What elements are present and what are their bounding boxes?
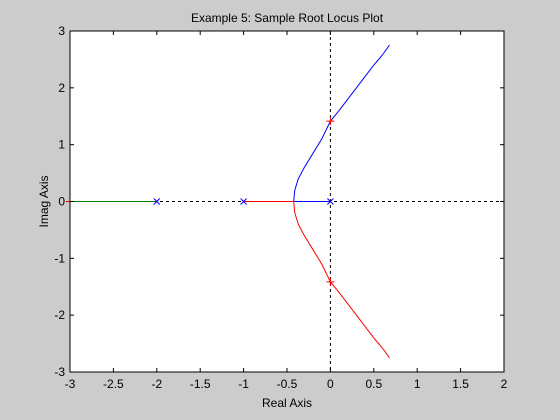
x-tick-label: 0.5 — [365, 377, 382, 391]
locus-branch-1 — [293, 44, 390, 202]
crossing-marker-2 — [326, 277, 335, 286]
x-tick-label: 1.5 — [452, 377, 469, 391]
y-tick-label: 3 — [58, 24, 65, 38]
y-tick-label: -3 — [54, 365, 65, 379]
x-tick-label: 1 — [414, 377, 421, 391]
x-tick-label: -1.5 — [190, 377, 211, 391]
y-axis-label: Imag Axis — [37, 175, 51, 227]
x-tick-label: 0 — [327, 377, 334, 391]
x-tick-label: 2 — [501, 377, 508, 391]
x-axis-label: Real Axis — [262, 396, 312, 410]
x-tick-label: -2.5 — [103, 377, 124, 391]
locus-branch-2 — [243, 201, 390, 359]
y-tick-label: 0 — [58, 195, 65, 209]
pole-marker-3 — [153, 198, 161, 205]
chart-title: Example 5: Sample Root Locus Plot — [191, 11, 384, 25]
y-tick-label: -1 — [54, 251, 65, 265]
x-tick-label: -2 — [151, 377, 162, 391]
y-tick-label: -2 — [54, 308, 65, 322]
y-tick-label: 1 — [58, 138, 65, 152]
x-tick-label: -1 — [238, 377, 249, 391]
crossing-marker-1 — [326, 117, 335, 126]
x-tick-label: -3 — [65, 377, 76, 391]
x-tick-label: -0.5 — [277, 377, 298, 391]
y-tick-label: 2 — [58, 81, 65, 95]
pole-marker-1 — [327, 198, 334, 205]
pole-marker-2 — [240, 198, 247, 205]
